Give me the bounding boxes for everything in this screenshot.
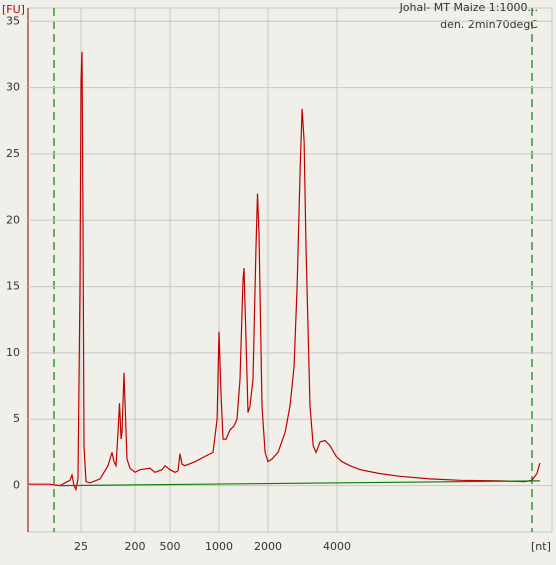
x-tick-label: 25: [74, 540, 88, 553]
y-tick-label: 20: [6, 213, 20, 226]
x-tick-label: 500: [160, 540, 181, 553]
x-tick-label: 1000: [205, 540, 233, 553]
x-tick-label: 200: [125, 540, 146, 553]
y-tick-label: 30: [6, 81, 20, 94]
x-tick-label: 2000: [254, 540, 282, 553]
x-axis-label: [nt]: [531, 540, 551, 553]
y-tick-label: 25: [6, 147, 20, 160]
trace-line: [59, 480, 540, 487]
y-tick-label: 15: [6, 280, 20, 293]
y-tick-label: 5: [13, 412, 20, 425]
chart-subtitle: den. 2min70degC: [440, 18, 538, 31]
trace-line: [28, 51, 541, 492]
y-tick-label: 35: [6, 14, 20, 27]
chart-title: Johal- MT Maize 1:1000...: [399, 1, 538, 14]
y-tick-label: 0: [13, 479, 20, 492]
plot-area: [27, 7, 553, 533]
x-tick-label: 4000: [323, 540, 351, 553]
y-tick-label: 10: [6, 346, 20, 359]
y-axis-label: [FU]: [2, 3, 25, 16]
